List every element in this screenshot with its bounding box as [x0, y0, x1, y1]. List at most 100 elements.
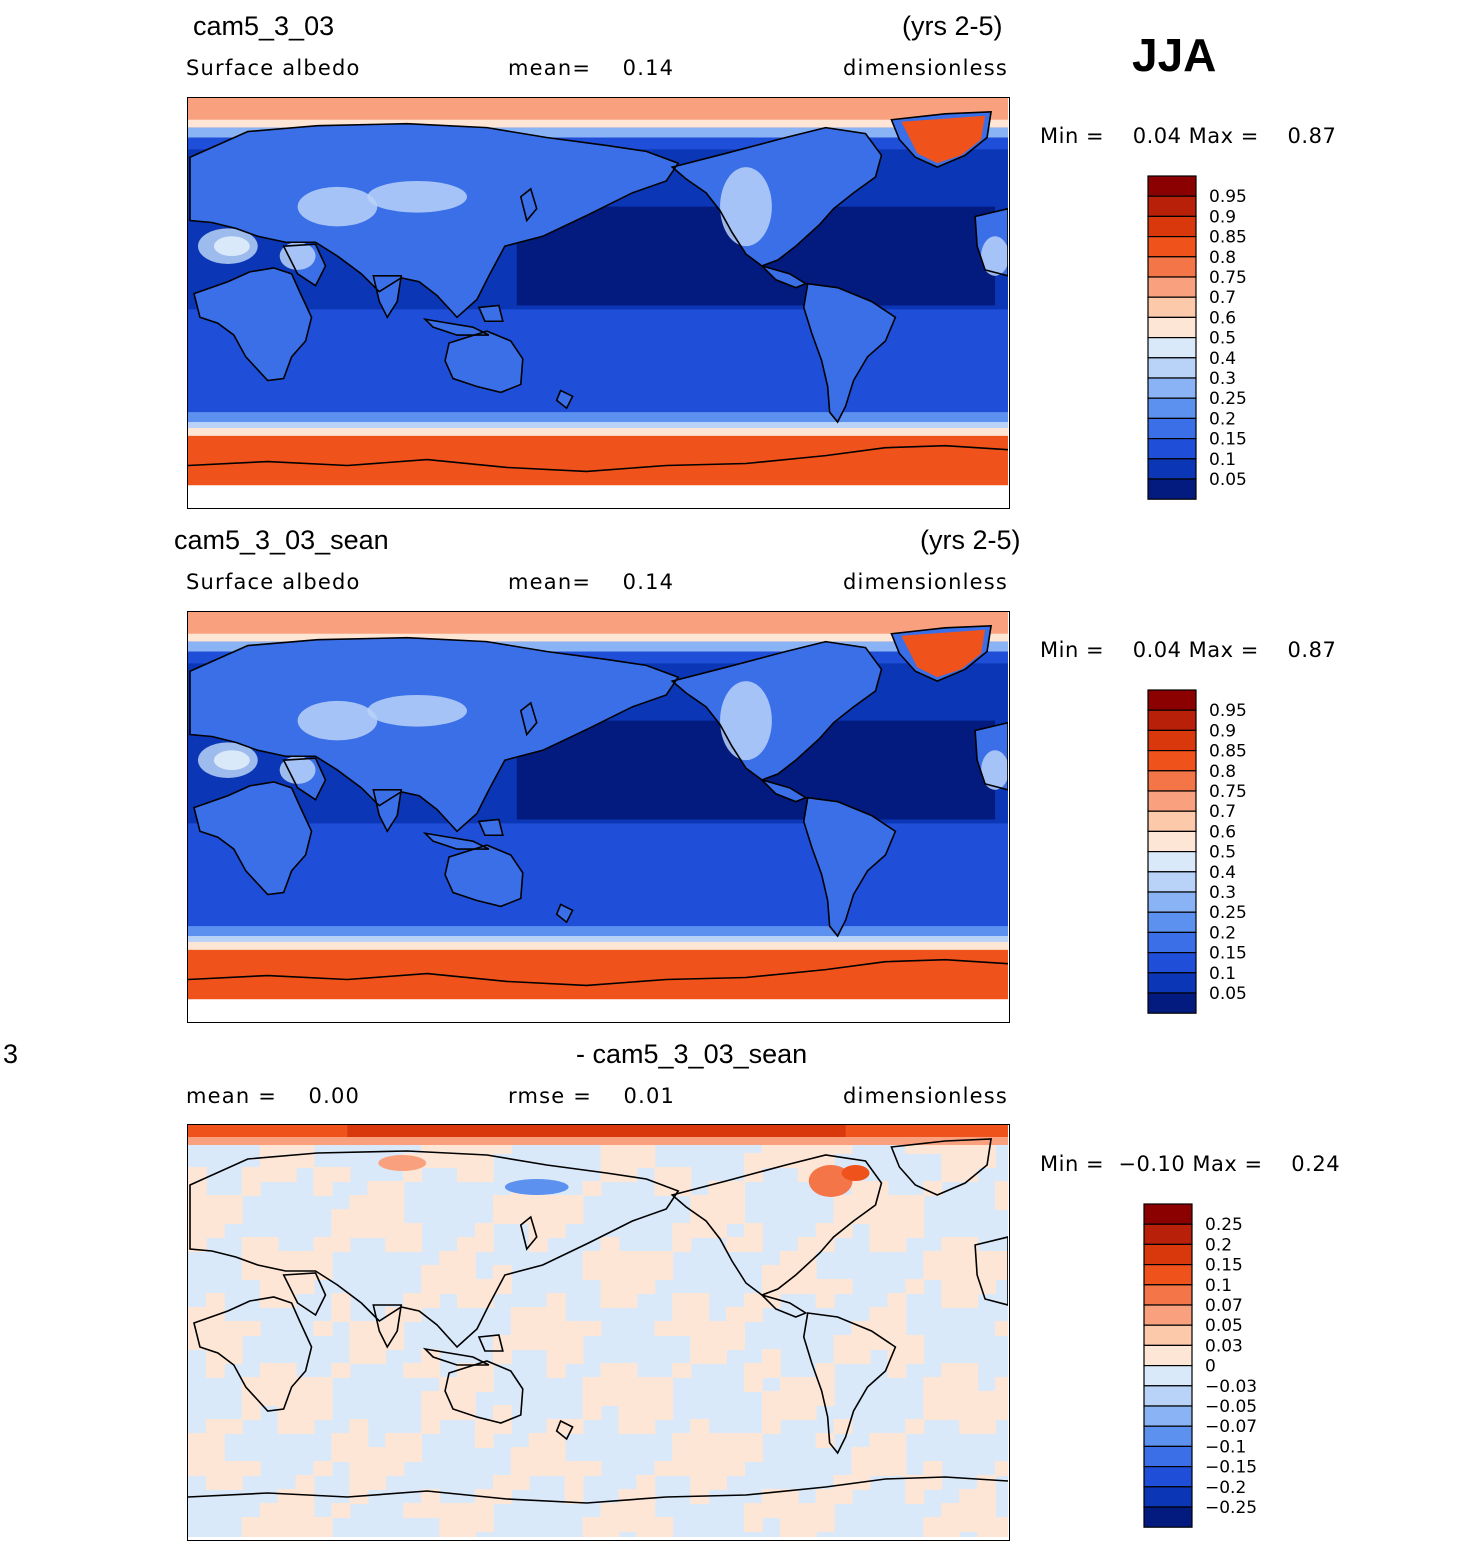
colorbar-tick-label: 0.7 — [1209, 802, 1236, 822]
panel-2-variable-label: Surface albedo — [186, 570, 361, 594]
colorbar-swatch — [1147, 397, 1197, 419]
colorbar-swatch — [1147, 337, 1197, 359]
colorbar-tick-label: 0.3 — [1209, 883, 1236, 903]
coastline — [422, 832, 490, 850]
colorbar-tick-label: 0 — [1205, 1357, 1216, 1377]
colorbar-tick-label: 0.05 — [1209, 470, 1247, 490]
colorbar-tick-label: 0.85 — [1209, 228, 1247, 248]
land-fill — [193, 267, 312, 381]
colorbar-tick-label: 0.9 — [1209, 207, 1236, 227]
bright-land-patch — [367, 694, 467, 727]
colorbar-swatch — [1147, 417, 1197, 440]
colorbar-tick-label: −0.03 — [1205, 1377, 1257, 1397]
colorbar-swatch — [1147, 357, 1197, 379]
bright-land-patch — [981, 236, 1008, 276]
coastline — [189, 636, 680, 833]
colorbar-tick-label: −0.2 — [1205, 1478, 1246, 1498]
colorbar-swatch — [1147, 931, 1197, 954]
colorbar-swatch — [1143, 1344, 1193, 1367]
bright-land-patch — [297, 186, 378, 227]
coastline — [193, 267, 313, 382]
coastline — [282, 243, 327, 287]
coastline — [802, 282, 897, 424]
coastline — [890, 624, 992, 683]
panel-3-map — [187, 1124, 1010, 1541]
panel-2-case-name: cam5_3_03_sean — [174, 525, 389, 555]
panel-3-minmax: Min = −0.10 Max = 0.24 — [1040, 1152, 1341, 1176]
colorbar-swatch — [1143, 1263, 1193, 1286]
coastline — [670, 126, 883, 267]
coastline — [193, 1296, 313, 1412]
colorbar-swatch — [1143, 1445, 1193, 1468]
coastline — [759, 778, 808, 803]
land-fill — [373, 789, 402, 832]
panel-3-mean-label: mean = 0.00 — [186, 1084, 361, 1108]
colorbar-swatch — [1143, 1243, 1193, 1266]
colorbar-tick-label: 0.95 — [1209, 187, 1247, 207]
colorbar-swatch — [1143, 1223, 1193, 1246]
colorbar-tick-label: 0.85 — [1209, 742, 1247, 762]
colorbar-swatch — [1143, 1365, 1193, 1387]
colorbar-swatch — [1143, 1425, 1193, 1447]
land-fill — [193, 781, 312, 895]
colorbar-swatch — [1147, 215, 1197, 238]
bright-land-patch — [279, 242, 316, 270]
panel-1-colorbar: 0.95 0.9 0.85 0.8 0.75 0.7 0.6 0.5 0.4 0.3 0.25 0.2… — [1147, 175, 1278, 503]
colorbar-tick-label: −0.07 — [1205, 1417, 1257, 1437]
panel-1-units-label: dimensionless — [843, 56, 1009, 80]
colorbar-swatch — [1147, 276, 1197, 298]
colorbar-swatch — [1143, 1486, 1193, 1508]
panel-2-years: (yrs 2-5) — [920, 525, 1021, 555]
map-field — [188, 98, 1008, 505]
panel-3-units-label: dimensionless — [843, 1084, 1009, 1108]
coastline — [890, 1138, 992, 1196]
colorbar-tick-label: −0.05 — [1205, 1397, 1257, 1417]
coastline — [444, 1360, 524, 1424]
colorbar-swatch — [1143, 1506, 1193, 1528]
coastline — [555, 389, 574, 410]
coastline — [477, 818, 504, 837]
colorbar-tick-label: 0.03 — [1205, 1336, 1243, 1356]
coastline — [519, 187, 538, 223]
coastline — [670, 1154, 883, 1296]
coastline — [802, 1312, 897, 1455]
coastline — [444, 844, 524, 908]
colorbar-swatch — [1147, 871, 1197, 893]
coastline — [519, 1215, 538, 1251]
colorbar-swatch — [1147, 972, 1197, 994]
colorbar-tick-label: 0.05 — [1205, 1316, 1243, 1336]
colorbar-swatch — [1143, 1284, 1193, 1306]
colorbar-swatch — [1143, 1324, 1193, 1346]
coastline — [477, 304, 504, 323]
antarctica-coastline — [188, 444, 1008, 473]
coastline — [422, 318, 490, 336]
season-label: JJA — [1132, 29, 1217, 81]
colorbar-tick-label: 0.1 — [1205, 1276, 1232, 1296]
panel-2-units-label: dimensionless — [843, 570, 1009, 594]
land-fill — [761, 265, 806, 288]
greenland-ice — [901, 629, 986, 678]
colorbar-tick-label: 0.15 — [1205, 1256, 1243, 1276]
colorbar-swatch — [1147, 438, 1197, 460]
colorbar-tick-label: 0.25 — [1209, 389, 1247, 409]
land-fill — [672, 127, 882, 266]
colorbar-tick-label: 0.05 — [1209, 984, 1247, 1004]
land-fill — [445, 845, 523, 907]
map-field — [188, 1125, 1008, 1537]
colorbar-tick-label: 0.9 — [1209, 721, 1236, 741]
colorbar-swatch — [1147, 749, 1197, 772]
coastline — [974, 721, 1008, 791]
colorbar-swatch — [1147, 235, 1197, 258]
coastline — [372, 1304, 403, 1349]
colorbar-swatch — [1147, 256, 1197, 278]
colorbar-swatch — [1143, 1385, 1193, 1407]
coastline — [555, 1419, 574, 1441]
colorbar-tick-label: 0.8 — [1209, 248, 1236, 268]
colorbar-tick-label: 0.2 — [1205, 1235, 1232, 1255]
antarctic-ice — [188, 949, 1008, 1002]
colorbar-tick-label: 0.6 — [1209, 308, 1236, 328]
land-fill — [803, 283, 896, 423]
colorbar-tick-label: 0.25 — [1209, 903, 1247, 923]
panel-3-colorbar: 0.25 0.2 0.15 0.1 0.07 0.05 0.03 0 −0.03 −0.05 −0.… — [1143, 1203, 1274, 1531]
coastlines — [188, 110, 1008, 473]
